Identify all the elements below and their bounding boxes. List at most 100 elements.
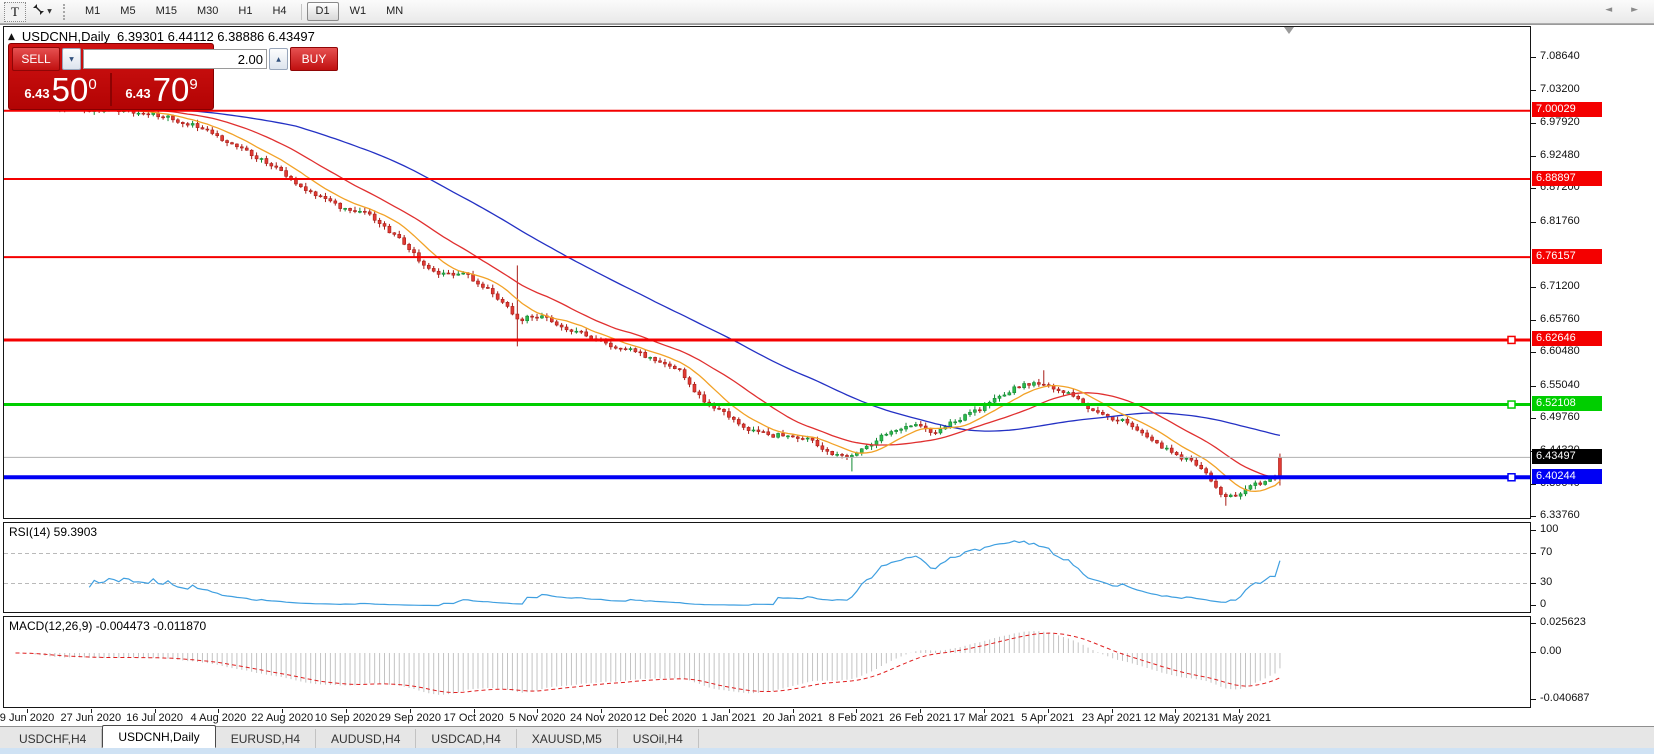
rsi-tick-dash bbox=[1531, 552, 1536, 554]
date-tick-mark bbox=[665, 709, 666, 713]
price-line-badge: 7.00029 bbox=[1532, 102, 1602, 118]
price-tick-label: 6.81760 bbox=[1540, 214, 1580, 227]
buy-price-display[interactable]: 6.43 70 9 bbox=[113, 73, 210, 106]
chart-tab-usdchf-h4[interactable]: USDCHF,H4 bbox=[4, 729, 103, 748]
date-label: 10 Sep 2020 bbox=[314, 712, 378, 724]
timeframe-button-mn[interactable]: MN bbox=[386, 5, 404, 17]
timeframe-button-w1[interactable]: W1 bbox=[349, 5, 367, 17]
date-tick-mark bbox=[154, 709, 156, 713]
window-border bbox=[0, 24, 1654, 25]
date-label: 12 Dec 2020 bbox=[633, 712, 697, 724]
rsi-tick-label: 0 bbox=[1540, 598, 1547, 610]
rsi-indicator-pane[interactable] bbox=[3, 522, 1531, 613]
chart-tab-usoil-h4[interactable]: USOil,H4 bbox=[618, 729, 699, 748]
date-tick-mark bbox=[346, 709, 347, 713]
chart-tab-bar: USDCHF,H4 USDCNH,Daily EURUSD,H4 AUDUSD,H4 U… bbox=[0, 725, 1654, 748]
arrows-tool-button[interactable]: ▼ bbox=[28, 2, 56, 22]
volume-increase-button[interactable]: ▲ bbox=[269, 48, 288, 70]
price-tick-label: 7.08640 bbox=[1540, 50, 1580, 62]
rsi-tick-label: 70 bbox=[1540, 545, 1553, 558]
date-label: 12 May 2021 bbox=[1143, 712, 1208, 724]
sell-price-display[interactable]: 6.43 50 0 bbox=[12, 73, 109, 106]
status-strip bbox=[0, 748, 1654, 754]
date-tick-mark bbox=[1175, 709, 1177, 713]
macd-tick-dash bbox=[1531, 622, 1536, 624]
date-tick-mark bbox=[856, 709, 858, 713]
price-tick-label: 7.03200 bbox=[1540, 83, 1580, 96]
chart-tab-xauusd-m5[interactable]: XAUUSD,M5 bbox=[517, 729, 618, 748]
timeframe-button-m5[interactable]: M5 bbox=[120, 5, 136, 17]
price-tick-dash bbox=[1531, 122, 1536, 124]
date-label: 27 Jun 2020 bbox=[60, 712, 122, 724]
date-label: 1 Jan 2021 bbox=[701, 712, 757, 724]
volume-decrease-button[interactable]: ▼ bbox=[62, 48, 81, 70]
chart-tab-usdcad-h4[interactable]: USDCAD,H4 bbox=[416, 729, 517, 748]
price-tick-label: 6.49760 bbox=[1540, 410, 1580, 423]
tab-scroll-arrows[interactable]: ◄ ► bbox=[1605, 5, 1646, 15]
panel-collapse-icon[interactable]: ▲ bbox=[8, 31, 15, 42]
price-tick-dash bbox=[1531, 188, 1536, 190]
date-tick-mark bbox=[473, 709, 475, 713]
date-tick-mark bbox=[984, 709, 985, 713]
chart-tab-eurusd-h4[interactable]: EURUSD,H4 bbox=[216, 729, 317, 748]
price-line-badge: 6.52108 bbox=[1532, 396, 1602, 412]
price-chart-pane[interactable] bbox=[3, 26, 1531, 519]
timeframe-button-h4[interactable]: H4 bbox=[272, 5, 287, 17]
macd-tick-label: 0.00 bbox=[1540, 645, 1562, 657]
date-label: 24 Nov 2020 bbox=[569, 712, 633, 724]
macd-tick-label: 0.025623 bbox=[1540, 615, 1586, 628]
timeframe-button-m1[interactable]: M1 bbox=[85, 5, 101, 17]
volume-input[interactable] bbox=[83, 49, 267, 69]
buy-button[interactable]: BUY bbox=[290, 47, 338, 71]
date-tick-mark bbox=[1239, 709, 1241, 713]
chart-title: ▲ USDCNH,Daily 6.39301 6.44112 6.38886 6… bbox=[8, 29, 315, 44]
timeframe-button-m30[interactable]: M30 bbox=[196, 5, 219, 17]
price-tick-dash bbox=[1531, 221, 1536, 223]
date-tick-mark bbox=[792, 709, 794, 713]
date-label: 9 Jun 2020 bbox=[0, 712, 55, 724]
price-tick-dash bbox=[1531, 516, 1536, 517]
date-tick-mark bbox=[90, 709, 92, 713]
one-click-trading-panel: SELL ▼ ▲ BUY 6.43 50 0 6.43 70 9 bbox=[8, 43, 338, 110]
price-axis[interactable]: 7.08640 7.03200 6.97920 6.92480 6.87200 6.817… bbox=[1531, 26, 1654, 708]
date-tick-mark bbox=[1111, 709, 1113, 713]
date-label: 8 Feb 2021 bbox=[828, 712, 885, 724]
rsi-tick-label: 100 bbox=[1540, 523, 1559, 535]
date-label: 22 Aug 2020 bbox=[251, 712, 314, 724]
timeframe-button-m15[interactable]: M15 bbox=[155, 5, 177, 17]
date-tick-mark bbox=[1047, 709, 1049, 713]
text-tool-button[interactable]: T bbox=[4, 1, 26, 22]
price-tick-dash bbox=[1531, 319, 1536, 321]
price-tick-label: 6.33760 bbox=[1540, 509, 1580, 521]
date-tick-mark bbox=[537, 709, 539, 713]
date-label: 31 May 2021 bbox=[1207, 712, 1271, 724]
price-tick-dash bbox=[1531, 417, 1536, 419]
chart-tab-usdcnh-daily[interactable]: USDCNH,Daily bbox=[102, 725, 216, 748]
price-tick-dash bbox=[1531, 57, 1536, 58]
price-line-badge: 6.40244 bbox=[1532, 468, 1602, 484]
macd-tick-label: -0.040687 bbox=[1540, 691, 1590, 704]
date-label: 23 Apr 2021 bbox=[1081, 712, 1142, 724]
sell-button[interactable]: SELL bbox=[12, 47, 60, 71]
buy-price-pips: 70 bbox=[152, 71, 190, 108]
rsi-label: RSI(14) 59.3903 bbox=[9, 525, 98, 539]
macd-tick-dash bbox=[1531, 698, 1536, 700]
macd-indicator-pane[interactable] bbox=[3, 616, 1531, 708]
symbol-period-label: USDCNH,Daily bbox=[21, 29, 111, 44]
date-label: 4 Aug 2020 bbox=[190, 712, 247, 724]
timeframe-button-h1[interactable]: H1 bbox=[238, 5, 253, 17]
price-line-badge: 6.62646 bbox=[1532, 331, 1602, 347]
price-tick-dash bbox=[1531, 352, 1536, 354]
date-tick-mark bbox=[27, 709, 28, 713]
timeframe-button-d1[interactable]: D1 bbox=[306, 2, 339, 21]
chart-tab-audusd-h4[interactable]: AUDUSD,H4 bbox=[316, 729, 417, 748]
time-axis[interactable]: 9 Jun 2020 27 Jun 2020 16 Jul 2020 4 Aug 20… bbox=[0, 709, 1531, 724]
chart-shift-marker-icon bbox=[1284, 27, 1294, 34]
date-label: 29 Sep 2020 bbox=[378, 712, 441, 724]
sell-price-point: 0 bbox=[88, 76, 97, 93]
price-line-badge: 6.76157 bbox=[1532, 248, 1602, 264]
sell-price-pips: 50 bbox=[51, 71, 89, 108]
date-label: 5 Nov 2020 bbox=[509, 712, 566, 724]
chevron-up-icon: ▲ bbox=[276, 55, 281, 63]
macd-label: MACD(12,26,9) -0.004473 -0.011870 bbox=[9, 619, 207, 633]
